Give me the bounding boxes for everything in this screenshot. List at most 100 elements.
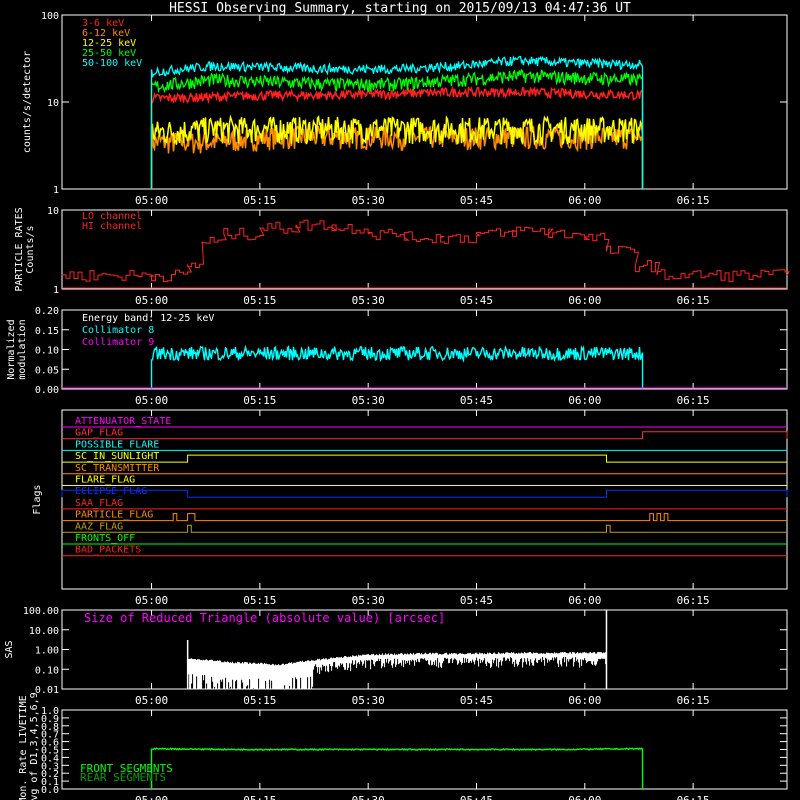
- flags-xtick-label: 05:15: [243, 594, 276, 607]
- counts-ytick-label: 10: [47, 98, 59, 109]
- particle-ylabel2: Counts/s: [25, 225, 36, 273]
- counts-legend-item: 3-6 keV: [82, 18, 124, 29]
- sas-ylabel: SAS: [4, 640, 15, 658]
- livetime-xtick-label: 05:45: [460, 794, 493, 800]
- sas-ytick-label: 1.00: [35, 646, 59, 657]
- particle-xtick-label: 05:30: [352, 294, 385, 307]
- livetime-xtick-label: 05:15: [243, 794, 276, 800]
- flag-label: FLARE_FLAG: [75, 475, 135, 486]
- sas-xtick-label: 06:15: [677, 694, 710, 707]
- sas-xtick-label: 05:45: [460, 694, 493, 707]
- flag-label: AAZ_FLAG: [75, 521, 123, 532]
- page-title: HESSI Observing Summary, starting on 201…: [169, 1, 631, 16]
- flag-label: PARTICLE_FLAG: [75, 510, 153, 521]
- counts-xtick-label: 05:30: [352, 194, 385, 207]
- flag-label: ECLIPSE_FLAG: [75, 486, 147, 497]
- flags-xtick-label: 06:15: [677, 594, 710, 607]
- flag-label: ATTENUATOR_STATE: [75, 416, 171, 427]
- modulation-xtick-label: 05:45: [460, 394, 493, 407]
- modulation-ylabel: Normalized: [6, 319, 17, 379]
- flags-xtick-label: 05:00: [135, 594, 168, 607]
- counts-legend-item: 25-50 keV: [82, 48, 136, 59]
- modulation-legend-item: Collimator 9: [82, 337, 154, 348]
- flag-label: BAD_PACKETS: [75, 545, 141, 556]
- counts-frame: [61, 14, 788, 190]
- modulation-xtick-label: 06:15: [677, 394, 710, 407]
- flag-label: FRONTS_OFF: [75, 533, 135, 544]
- counts-legend-item: 12-25 keV: [82, 38, 136, 49]
- counts-series-line: [150, 55, 644, 190]
- particle-ylabel: PARTICLE RATES: [14, 207, 25, 291]
- livetime-ytick-label: 0.4: [41, 753, 59, 764]
- livetime-series-line: [150, 747, 644, 790]
- particle-series-line: [61, 219, 790, 283]
- particle-xtick-label: 05:15: [243, 294, 276, 307]
- flag-label: POSSIBLE_FLARE: [75, 439, 159, 450]
- modulation-ytick-label: 0.10: [35, 346, 59, 357]
- particle-xtick-label: 06:00: [568, 294, 601, 307]
- counts-xtick-label: 06:00: [568, 194, 601, 207]
- livetime-ytick-label: 0.7: [41, 730, 59, 741]
- counts-ytick-label: 1: [53, 185, 59, 196]
- flag-label: GAP_FLAG: [75, 428, 123, 439]
- counts-series-line: [150, 114, 644, 190]
- livetime-ylabel2: avg of D1,3,4,5,6,9: [29, 692, 40, 800]
- counts-legend-item: 6-12 keV: [82, 28, 130, 39]
- particle-xtick-label: 05:00: [135, 294, 168, 307]
- livetime-ylabel: Mon. Rate LIVETIME: [18, 695, 29, 800]
- sas-ytick-label: 0.01: [35, 685, 59, 696]
- modulation-legend-item: Collimator 8: [82, 325, 154, 336]
- livetime-ytick-label: 0.3: [41, 761, 59, 772]
- livetime-ytick-label: 0.0: [41, 785, 59, 796]
- modulation-ytick-label: 0.15: [35, 326, 59, 337]
- livetime-xtick-label: 05:30: [352, 794, 385, 800]
- modulation-ytick-label: 0.20: [35, 306, 59, 317]
- sas-ytick-label: 0.10: [35, 665, 59, 676]
- modulation-ytick-label: 0.00: [35, 385, 59, 396]
- modulation-xtick-label: 05:15: [243, 394, 276, 407]
- sas-xtick-label: 05:15: [243, 694, 276, 707]
- sas-ytick-label: 100.00: [23, 606, 59, 617]
- sas-ytick-label: 10.00: [29, 626, 59, 637]
- modulation-xtick-label: 05:00: [135, 394, 168, 407]
- flag-line: [61, 489, 788, 498]
- particle-ytick-label: 1: [53, 285, 59, 296]
- flags-xtick-label: 05:30: [352, 594, 385, 607]
- counts-ytick-label: 100: [41, 11, 59, 22]
- counts-series-line: [150, 68, 644, 190]
- counts-xtick-label: 06:15: [677, 194, 710, 207]
- flags-xtick-label: 05:45: [460, 594, 493, 607]
- flag-line: [62, 454, 787, 463]
- counts-ylabel: counts/s/detector: [22, 51, 33, 153]
- flags-xtick-label: 06:00: [568, 594, 601, 607]
- flag-label: SC_IN_SUNLIGHT: [75, 451, 159, 462]
- counts-series-line: [150, 124, 644, 190]
- particle-legend-item: LO channel: [82, 211, 142, 222]
- livetime-ytick-label: 0.8: [41, 722, 59, 733]
- sas-xtick-label: 06:00: [568, 694, 601, 707]
- flag-label: SC_TRANSMITTER: [75, 463, 160, 474]
- counts-xtick-label: 05:45: [460, 194, 493, 207]
- sas-series-line: [187, 652, 607, 689]
- livetime-ytick-label: 0.9: [41, 714, 59, 725]
- modulation-legend-title: Energy band: 12-25 keV: [82, 313, 214, 324]
- sas-legend-item: Size of Reduced Triangle (absolute value…: [84, 611, 445, 625]
- livetime-ytick-label: 0.6: [41, 738, 59, 749]
- livetime-xtick-label: 06:15: [677, 794, 710, 800]
- counts-xtick-label: 05:15: [243, 194, 276, 207]
- sas-xtick-label: 05:00: [135, 694, 168, 707]
- livetime-xtick-label: 06:00: [568, 794, 601, 800]
- modulation-ylabel2: modulation: [17, 319, 28, 379]
- livetime-ytick-label: 0.1: [41, 777, 59, 788]
- sas-xtick-label: 05:30: [352, 694, 385, 707]
- flag-label: SAA_FLAG: [75, 498, 123, 509]
- modulation-xtick-label: 06:00: [568, 394, 601, 407]
- flags-frame: [61, 409, 788, 590]
- livetime-ytick-label: 0.2: [41, 769, 59, 780]
- modulation-ytick-label: 0.05: [35, 365, 59, 376]
- particle-frame: [61, 209, 788, 290]
- flag-line: [62, 431, 788, 440]
- particle-ytick-label: 10: [47, 206, 59, 217]
- livetime-legend-item: FRONT SEGMENTS: [80, 762, 173, 775]
- particle-xtick-label: 05:45: [460, 294, 493, 307]
